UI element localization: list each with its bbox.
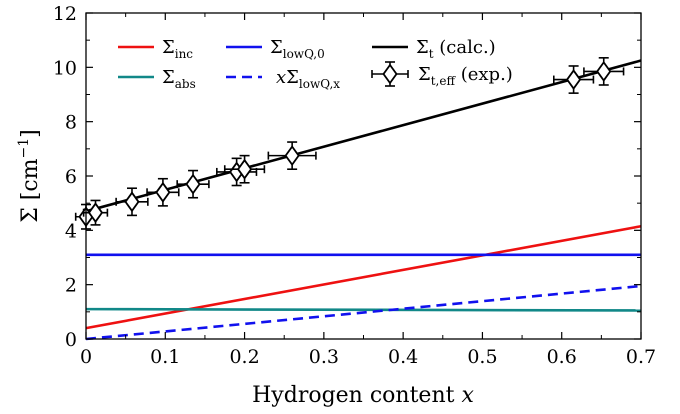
svg-text:Σt,eff (exp.): Σt,eff (exp.): [418, 64, 513, 88]
legend-inc: Σinc: [118, 37, 193, 61]
plot-layer: [74, 57, 642, 341]
legend-lowq-x: xΣlowQ,x: [226, 67, 340, 91]
data-point-2: [82, 199, 109, 226]
svg-text:Σabs: Σabs: [162, 67, 196, 91]
y-tick-label: 2: [65, 275, 77, 297]
x-tick-label: 0.6: [547, 346, 577, 368]
data-point-9: [552, 65, 595, 94]
y-tick-label: 12: [53, 3, 77, 25]
data-point-8: [267, 141, 317, 171]
legend-abs: Σabs: [118, 67, 196, 91]
series-inc-line: [85, 224, 642, 330]
series-lowq-x-line: [85, 284, 642, 341]
legend-lowq-0: ΣlowQ,0: [226, 37, 325, 61]
y-axis-label: Σ [cm−1]: [16, 129, 43, 223]
y-tick-label: 8: [65, 112, 77, 134]
data-point-4: [146, 177, 180, 207]
y-tick-label: 4: [65, 220, 77, 242]
svg-text:Σinc: Σinc: [162, 37, 193, 61]
legend: Σinc Σabs ΣlowQ,0 xΣlowQ,x Σt (calc.) Σt,eff …: [118, 37, 513, 91]
series-total-calc-line: [85, 59, 642, 213]
ticks-layer: 0 0.1 0.2 0.3 0.4 0.5 0.6 0.7 0 2 4 6 8 10 12: [53, 3, 656, 368]
x-tick-label: 0.1: [150, 346, 180, 368]
x-tick-label: 0: [80, 346, 92, 368]
plot-frame: [85, 12, 642, 340]
y-tick-label: 0: [65, 329, 77, 351]
x-tick-label: 0.7: [626, 346, 656, 368]
series-abs-line: [85, 307, 642, 312]
legend-total-calc: Σt (calc.): [372, 37, 496, 61]
data-point-5: [176, 169, 210, 199]
x-tick-label: 0.4: [388, 346, 418, 368]
svg-text:ΣlowQ,0: ΣlowQ,0: [270, 37, 325, 61]
svg-text:xΣlowQ,x: xΣlowQ,x: [276, 67, 340, 91]
x-tick-label: 0.2: [229, 346, 259, 368]
data-point-6: [216, 157, 258, 187]
y-tick-label: 6: [65, 166, 77, 188]
data-point-10: [583, 57, 625, 86]
x-tick-label: 0.3: [309, 346, 339, 368]
data-point-3: [115, 187, 149, 217]
data-point-7: [223, 154, 266, 184]
svg-text:Σt (calc.): Σt (calc.): [416, 37, 496, 61]
legend-total-eff-exp: Σt,eff (exp.): [371, 61, 513, 88]
y-tick-label: 10: [53, 57, 77, 79]
x-axis-label: Hydrogen content x: [252, 383, 474, 408]
x-tick-label: 0.5: [467, 346, 497, 368]
